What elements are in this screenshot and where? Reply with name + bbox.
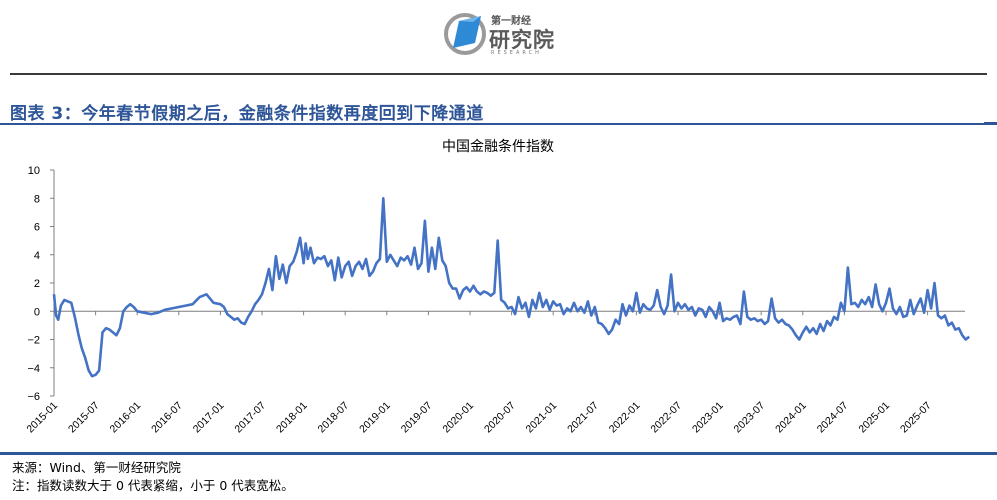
x-tick-label: 2025-01 [856, 400, 892, 436]
logo-brand-big: 研究院 [489, 28, 555, 52]
x-tick-label: 2024-01 [773, 400, 809, 436]
x-tick-label: 2016-01 [108, 400, 144, 436]
x-tick-label: 2025-07 [898, 400, 934, 436]
x-tick-label: 2022-01 [607, 400, 643, 436]
x-tick-label: 2020-01 [440, 400, 476, 436]
research-logo: 第一财经 研究院 RESEARCH [443, 8, 563, 58]
x-tick-label: 2019-07 [399, 400, 435, 436]
x-tick-label: 2017-07 [232, 400, 268, 436]
y-tick-label: −4 [27, 363, 40, 375]
series-line [52, 197, 971, 378]
index-note: 注：指数读数大于 0 代表紧缩，小于 0 代表宽松。 [12, 478, 294, 493]
y-tick-label: 8 [34, 193, 40, 205]
x-tick-label: 2016-07 [149, 400, 185, 436]
y-axis: 10 8 6 4 2 0 −2 −4 −6 [27, 165, 55, 403]
x-tick-label: 2021-01 [524, 400, 560, 436]
y-tick-label: 4 [34, 250, 40, 262]
x-tick-label: 2015-07 [66, 400, 102, 436]
y-tick-label: −6 [27, 391, 40, 403]
logo-brand-small: 第一财经 [491, 16, 531, 27]
x-tick-label: 2024-07 [815, 400, 851, 436]
x-tick-label: 2019-01 [357, 400, 393, 436]
x-tick-label: 2015-01 [24, 400, 60, 436]
x-tick-label: 2020-07 [482, 400, 518, 436]
y-tick-label: 10 [28, 165, 40, 177]
figure-title: 图表 3：今年春节假期之后，金融条件指数再度回到下降通道 [10, 104, 484, 124]
header-divider [10, 73, 987, 75]
x-tick-label: 2021-07 [565, 400, 601, 436]
title-divider [0, 123, 997, 125]
chart-title: 中国金融条件指数 [442, 138, 554, 155]
x-tick-label: 2023-01 [690, 400, 726, 436]
x-tick-label: 2018-01 [274, 400, 310, 436]
x-tick-label: 2017-01 [191, 400, 227, 436]
footer-divider [0, 452, 997, 455]
title-divider-accent [984, 122, 997, 125]
diamond-logo-icon [444, 13, 486, 55]
logo-brand-en: RESEARCH [491, 50, 542, 56]
y-tick-label: 2 [34, 278, 40, 290]
x-tick-label: 2023-07 [732, 400, 768, 436]
y-tick-label: −2 [27, 335, 40, 347]
y-tick-label: 0 [34, 306, 40, 318]
source-note: 来源：Wind、第一财经研究院 [12, 460, 181, 475]
x-tick-label: 2022-07 [648, 400, 684, 436]
y-tick-label: 6 [34, 222, 40, 234]
x-tick-label: 2018-07 [316, 400, 352, 436]
